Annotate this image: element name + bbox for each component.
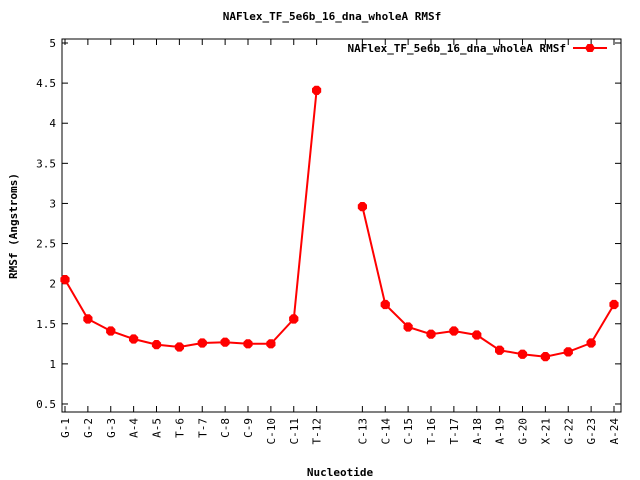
data-point (197, 338, 207, 348)
x-tick-label: A-24 (608, 418, 621, 445)
x-tick-label: C-10 (265, 418, 278, 445)
x-tick-label: A-4 (128, 418, 141, 438)
x-tick-label: C-13 (356, 418, 369, 445)
x-tick-label: A-18 (471, 418, 484, 445)
data-point (357, 202, 367, 212)
y-tick-label: 3.5 (36, 157, 56, 170)
data-point (243, 339, 253, 349)
data-point (517, 349, 528, 359)
y-axis-label: RMSf (Angstroms) (7, 173, 20, 279)
y-tick-label: 2 (49, 278, 56, 291)
y-tick-label: 0.5 (36, 398, 56, 411)
x-tick-label: C-11 (288, 418, 301, 445)
data-point (609, 299, 619, 310)
data-point (60, 275, 70, 285)
chart-title: NAFlex_TF_5e6b_16_dna_wholeA RMSf (223, 10, 442, 23)
data-point (312, 85, 322, 95)
data-point (449, 326, 459, 336)
series-line (64, 90, 318, 349)
x-tick-label: G-23 (585, 418, 598, 445)
y-tick-label: 1 (49, 358, 56, 371)
x-tick-label: C-15 (402, 418, 415, 445)
data-point (174, 342, 184, 352)
x-tick-label: A-5 (151, 418, 164, 438)
x-tick-label: G-20 (517, 418, 530, 445)
data-point (495, 345, 505, 355)
data-point (403, 322, 413, 332)
y-tick-label: 4.5 (36, 77, 56, 90)
y-tick-label: 3 (49, 197, 56, 210)
legend-swatch-marker (585, 44, 595, 52)
data-point (83, 314, 93, 324)
data-point (289, 314, 299, 324)
x-axis: G-1 G-2 G-3 A-4 A-5 T-6 T-7 C-8 C-9 C-10 C-11 T-12 C… (59, 39, 621, 445)
plot-frame (61, 38, 622, 413)
y-tick-label: 5 (49, 37, 56, 50)
x-tick-label: T-17 (448, 418, 461, 445)
series-line (361, 206, 615, 358)
x-tick-label: G-2 (82, 418, 95, 438)
y-tick-label: 2.5 (36, 238, 56, 251)
y-axis: 0.5 1 1.5 2 2.5 3 3.5 4 4.5 5 (36, 37, 621, 411)
x-tick-label: A-19 (494, 418, 507, 445)
data-point (380, 299, 390, 310)
legend: NAFlex_TF_5e6b_16_dna_wholeA RMSf (347, 42, 607, 55)
data-point (220, 337, 230, 347)
y-tick-label: 1.5 (36, 318, 56, 331)
data-point (266, 339, 276, 349)
x-tick-label: T-12 (311, 418, 324, 445)
x-tick-label: C-14 (379, 418, 392, 445)
x-tick-label: G-22 (562, 418, 575, 445)
data-point (540, 352, 550, 362)
x-tick-label: T-7 (196, 418, 209, 438)
x-tick-label: T-6 (173, 418, 186, 438)
legend-label: NAFlex_TF_5e6b_16_dna_wholeA RMSf (347, 42, 566, 55)
x-tick-label: X-21 (539, 418, 552, 445)
x-tick-label: G-1 (59, 418, 72, 438)
data-point (586, 338, 596, 348)
data-point (151, 340, 162, 350)
x-tick-label: C-9 (242, 418, 255, 438)
data-point (563, 347, 573, 357)
x-tick-label: T-16 (425, 418, 438, 445)
data-point (129, 334, 139, 344)
data-point (106, 326, 116, 336)
x-axis-label: Nucleotide (307, 466, 374, 479)
y-tick-label: 4 (49, 117, 56, 130)
x-tick-label: C-8 (219, 418, 232, 438)
x-tick-label: G-3 (105, 418, 118, 438)
data-point (472, 330, 482, 340)
series-layer (60, 85, 619, 362)
data-point (426, 329, 436, 339)
